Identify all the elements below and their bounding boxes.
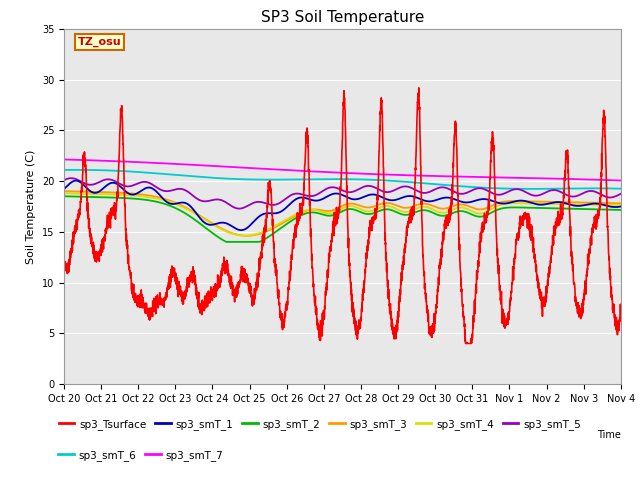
Y-axis label: Soil Temperature (C): Soil Temperature (C): [26, 149, 36, 264]
Legend: sp3_smT_6, sp3_smT_7: sp3_smT_6, sp3_smT_7: [54, 446, 228, 465]
Text: Time: Time: [597, 430, 621, 440]
Legend: sp3_Tsurface, sp3_smT_1, sp3_smT_2, sp3_smT_3, sp3_smT_4, sp3_smT_5: sp3_Tsurface, sp3_smT_1, sp3_smT_2, sp3_…: [54, 415, 586, 434]
Title: SP3 Soil Temperature: SP3 Soil Temperature: [260, 10, 424, 25]
Text: TZ_osu: TZ_osu: [78, 37, 122, 47]
